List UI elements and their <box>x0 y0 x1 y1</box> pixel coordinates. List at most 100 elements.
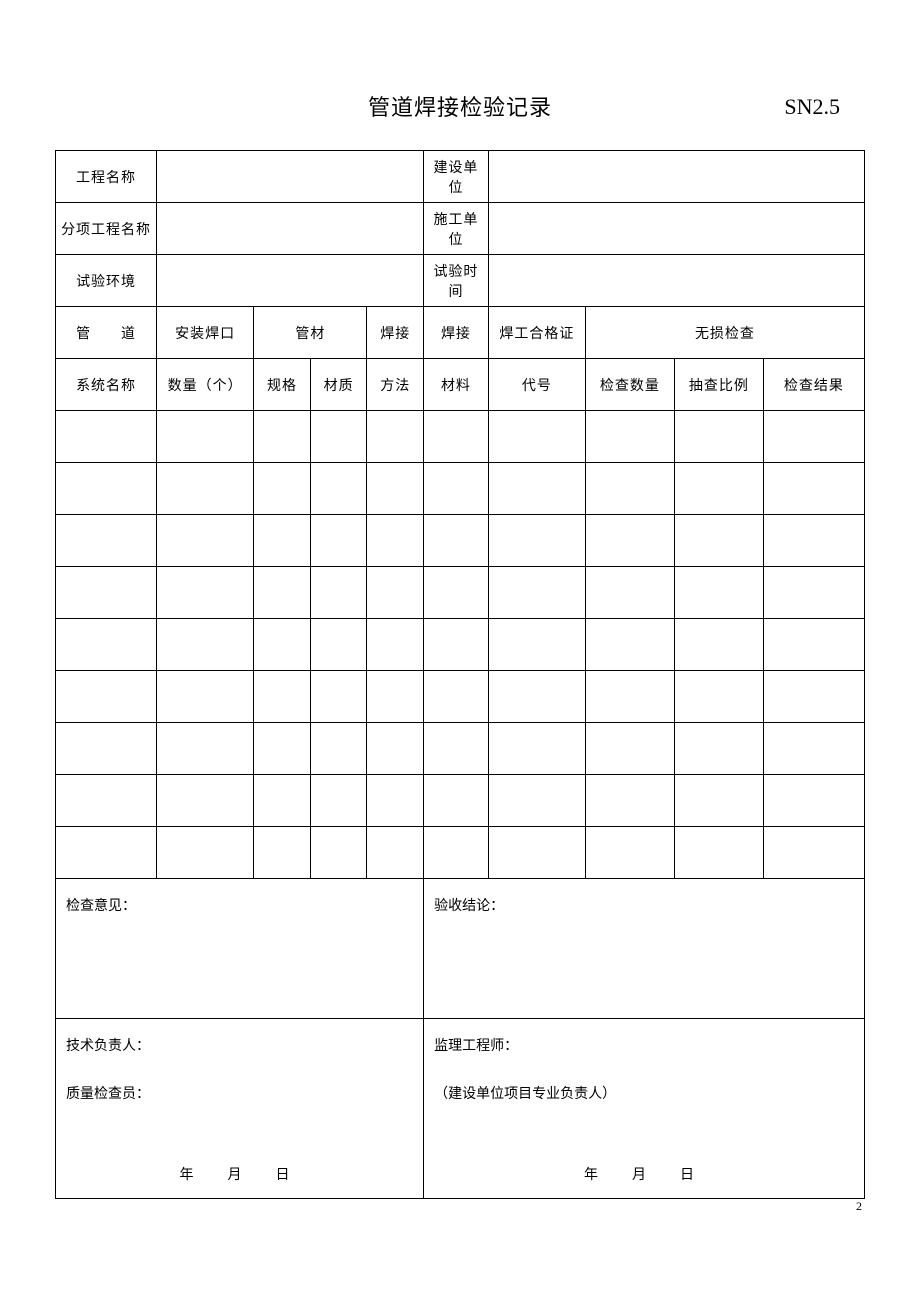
cell <box>157 671 254 723</box>
cell <box>157 411 254 463</box>
col-sample-ratio: 抽查比例 <box>674 359 763 411</box>
table-row <box>56 723 865 775</box>
cell <box>157 463 254 515</box>
cell <box>310 463 367 515</box>
cell <box>674 775 763 827</box>
subproject-value <box>157 203 424 255</box>
cell <box>424 671 489 723</box>
col-method: 方法 <box>367 359 424 411</box>
project-name-value <box>157 151 424 203</box>
cell <box>254 567 311 619</box>
col-code: 代号 <box>488 359 585 411</box>
test-env-label: 试验环境 <box>56 255 157 307</box>
col-weld-method: 焊接 <box>367 307 424 359</box>
table-row <box>56 619 865 671</box>
cell <box>424 827 489 879</box>
col-inspect-result: 检查结果 <box>763 359 864 411</box>
cell <box>310 411 367 463</box>
cell <box>56 775 157 827</box>
cell <box>674 619 763 671</box>
cell <box>674 515 763 567</box>
owner-rep-label: （建设单位项目专业负责人） <box>434 1083 854 1103</box>
test-time-label: 试验时间 <box>424 255 489 307</box>
cell <box>674 567 763 619</box>
cell <box>56 619 157 671</box>
cell <box>367 775 424 827</box>
tech-lead-label: 技术负责人： <box>66 1035 413 1055</box>
right-date: 年 月 日 <box>424 1164 864 1184</box>
cell <box>763 515 864 567</box>
right-sign-block: 监理工程师： （建设单位项目专业负责人） 年 月 日 <box>424 1019 865 1199</box>
cell <box>585 619 674 671</box>
col-pipe: 管 道 <box>56 307 157 359</box>
cell <box>674 723 763 775</box>
inspect-opinion-block: 检查意见： <box>56 879 424 1019</box>
cell <box>310 723 367 775</box>
cell <box>157 827 254 879</box>
col-pipe-material: 管材 <box>254 307 367 359</box>
cell <box>585 567 674 619</box>
cell <box>488 463 585 515</box>
cell <box>367 827 424 879</box>
cell <box>310 567 367 619</box>
cell <box>488 827 585 879</box>
table-row <box>56 671 865 723</box>
col-inspect-qty: 检查数量 <box>585 359 674 411</box>
cell <box>488 775 585 827</box>
cell <box>56 827 157 879</box>
cell <box>424 619 489 671</box>
cell <box>254 775 311 827</box>
cell <box>310 827 367 879</box>
cell <box>367 671 424 723</box>
qc-inspector-label: 质量检查员： <box>66 1083 413 1103</box>
supervisor-label: 监理工程师： <box>434 1035 854 1055</box>
cell <box>157 723 254 775</box>
build-unit-label: 建设单位 <box>424 151 489 203</box>
table-row <box>56 775 865 827</box>
cell <box>585 411 674 463</box>
cell <box>254 827 311 879</box>
col-material2: 材料 <box>424 359 489 411</box>
cell <box>254 671 311 723</box>
cell <box>763 411 864 463</box>
cell <box>585 515 674 567</box>
cell <box>488 567 585 619</box>
table-row <box>56 567 865 619</box>
cell <box>56 463 157 515</box>
table-row <box>56 463 865 515</box>
cell <box>254 411 311 463</box>
col-system-name: 系统名称 <box>56 359 157 411</box>
cell <box>585 723 674 775</box>
cell <box>585 671 674 723</box>
cell <box>310 515 367 567</box>
col-material: 材质 <box>310 359 367 411</box>
subproject-label: 分项工程名称 <box>56 203 157 255</box>
document-title: 管道焊接检验记录 <box>55 90 865 122</box>
table-row <box>56 827 865 879</box>
table-row <box>56 515 865 567</box>
cell <box>367 515 424 567</box>
cell <box>763 463 864 515</box>
cell <box>367 463 424 515</box>
construct-unit-label: 施工单位 <box>424 203 489 255</box>
cell <box>56 411 157 463</box>
cell <box>763 619 864 671</box>
cell <box>56 567 157 619</box>
inspection-form-table: 工程名称 建设单位 分项工程名称 施工单位 试验环境 试验时间 管 道 安装焊口… <box>55 150 865 1199</box>
cell <box>763 671 864 723</box>
cell <box>367 723 424 775</box>
build-unit-value <box>488 151 864 203</box>
cell <box>763 775 864 827</box>
cell <box>56 671 157 723</box>
cell <box>585 827 674 879</box>
cell <box>488 515 585 567</box>
cell <box>488 619 585 671</box>
cell <box>763 827 864 879</box>
col-qty: 数量（个） <box>157 359 254 411</box>
cell <box>157 567 254 619</box>
cell <box>674 671 763 723</box>
cell <box>157 515 254 567</box>
cell <box>367 619 424 671</box>
cell <box>367 567 424 619</box>
document-code: SN2.5 <box>784 94 840 120</box>
